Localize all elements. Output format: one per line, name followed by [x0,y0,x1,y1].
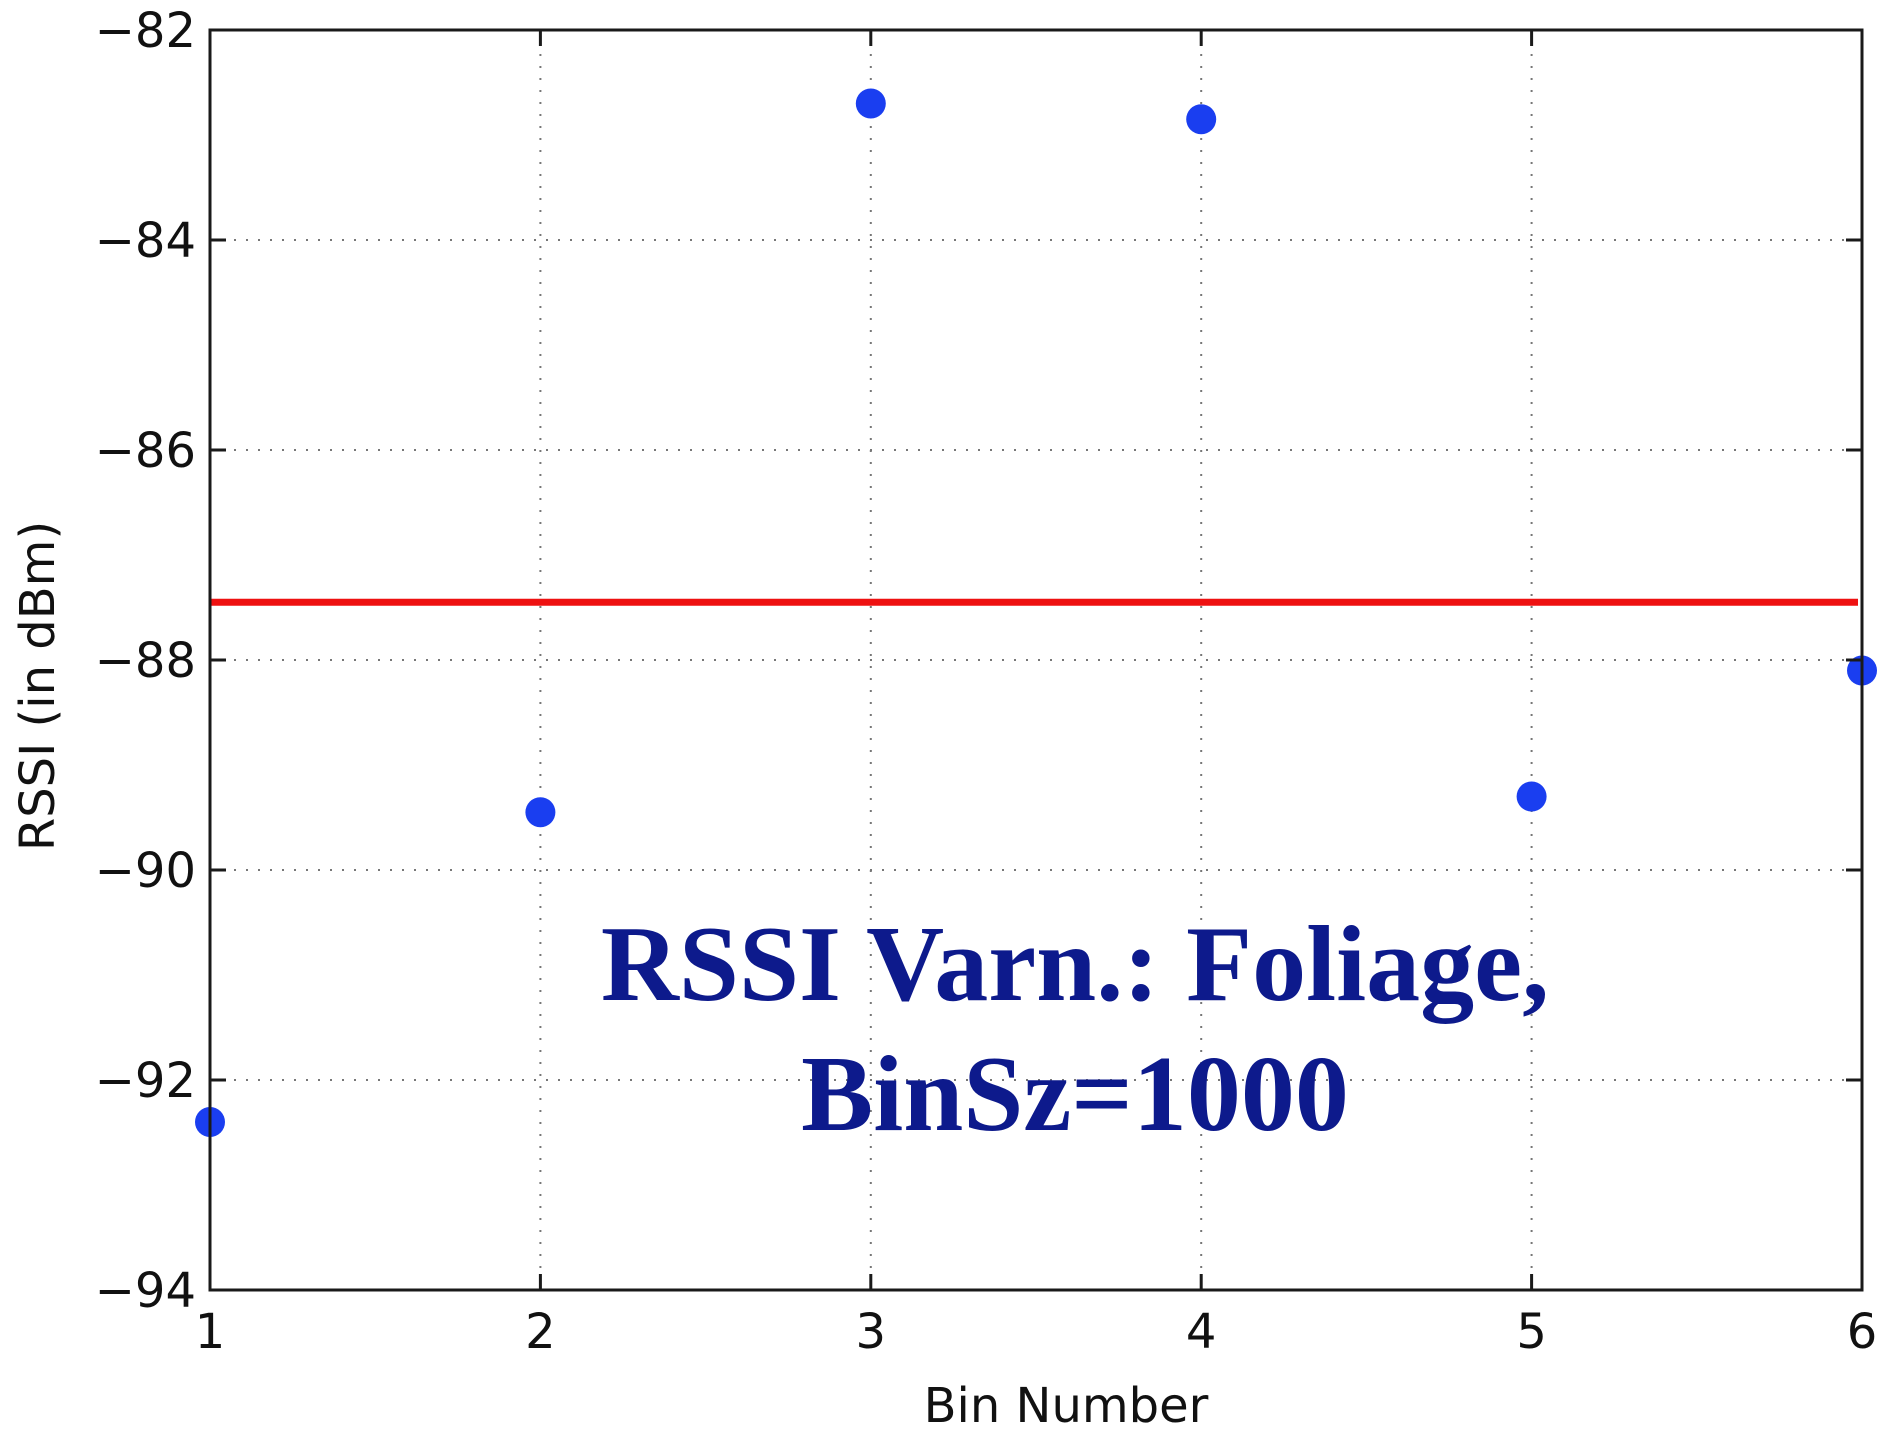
x-tick-label: 4 [1186,1304,1217,1360]
x-tick-label: 1 [195,1304,226,1360]
x-axis-label: Bin Number [924,1378,1209,1429]
axis-ticks [208,28,1864,1292]
x-tick-labels: 1 2 3 4 5 6 [195,1304,1878,1360]
y-tick-label: −90 [95,843,196,899]
data-point [1516,781,1547,812]
y-tick-label: −88 [95,633,196,689]
y-tick-label: −94 [95,1263,196,1319]
chart-title-line-2: BinSz=1000 [801,1035,1349,1154]
y-tick-label: −86 [95,423,196,479]
chart-title-line-1: RSSI Varn.: Foliage, [601,905,1549,1024]
y-tick-label: −82 [95,3,196,59]
y-tick-label: −92 [95,1053,196,1109]
data-point [855,88,886,119]
x-tick-label: 2 [525,1304,556,1360]
data-point [1186,104,1217,135]
data-point [525,797,556,828]
y-tick-label: −84 [95,213,196,269]
y-tick-labels: −82 −84 −86 −88 −90 −92 −94 [95,3,196,1319]
x-tick-label: 6 [1847,1304,1878,1360]
x-tick-label: 5 [1516,1304,1547,1360]
y-axis-label: RSSI (in dBm) [10,521,66,851]
x-tick-label: 3 [856,1304,887,1360]
